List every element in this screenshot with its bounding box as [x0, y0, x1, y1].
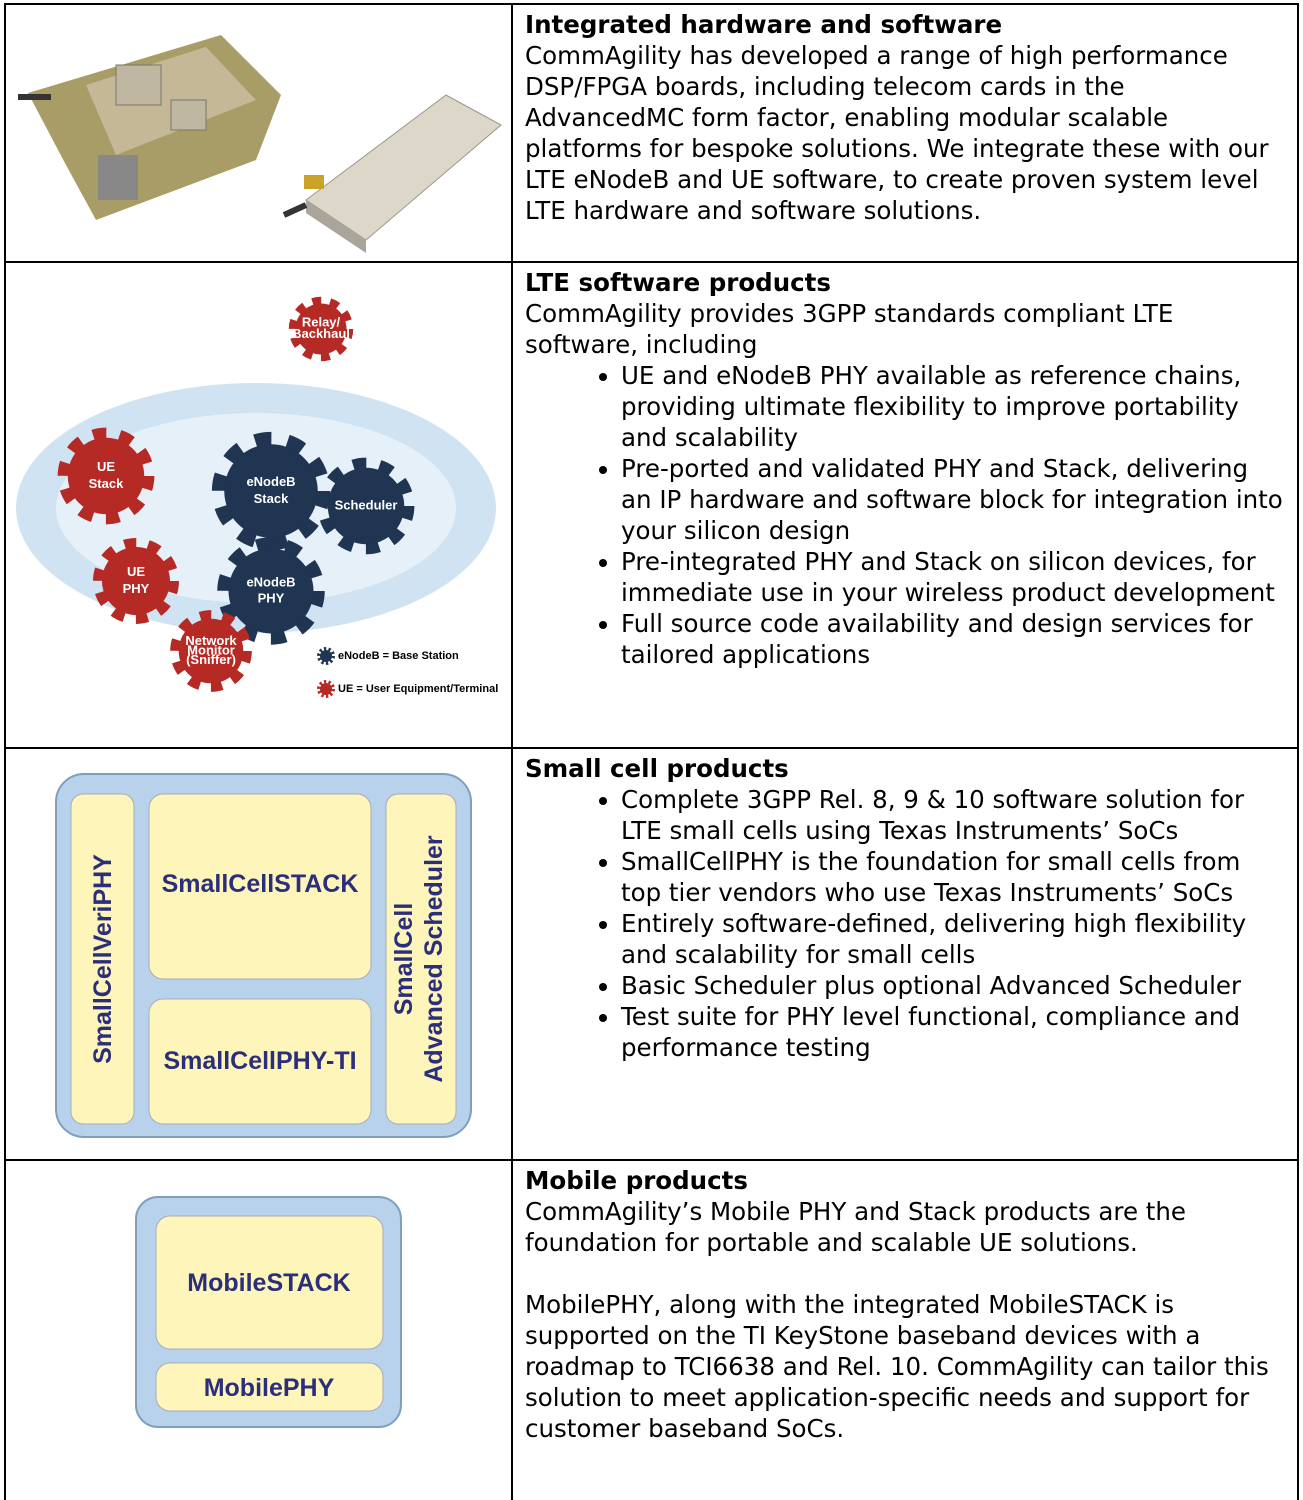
- diagram-label: MobileSTACK: [187, 1269, 350, 1297]
- gear-label: UE: [127, 564, 145, 579]
- legend-gear: [320, 683, 332, 695]
- diagram-label: MobilePHY: [204, 1374, 335, 1402]
- bullet: Complete 3GPP Rel. 8, 9 & 10 software so…: [621, 784, 1285, 846]
- legend-label: UE = User Equipment/Terminal: [338, 683, 498, 695]
- gear-teeth: [93, 538, 179, 624]
- paragraph: CommAgility provides 3GPP standards comp…: [525, 299, 1174, 359]
- gear-label: UE: [97, 459, 115, 474]
- gear-label: PHY: [123, 581, 150, 596]
- legend-label: eNodeB = Base Station: [338, 650, 459, 662]
- image-cell: SmallCellVeriPHY SmallCellSTACK SmallCel…: [4, 747, 513, 1161]
- gear-label: eNodeB: [246, 474, 295, 489]
- paragraph: CommAgility has developed a range of hig…: [525, 41, 1269, 225]
- gear: [102, 547, 170, 615]
- gear-teeth: [170, 610, 252, 692]
- text-cell: Integrated hardware and software CommAgi…: [511, 3, 1299, 263]
- image-cell: [4, 3, 513, 263]
- legend-gear: [320, 650, 332, 662]
- bullet: Entirely software-defined, delivering hi…: [621, 908, 1285, 970]
- boards-image: [18, 35, 502, 253]
- legend-gear-teeth: [317, 647, 335, 665]
- bullet: SmallCellPHY is the foundation for small…: [621, 846, 1285, 908]
- bullet: UE and eNodeB PHY available as reference…: [621, 360, 1285, 453]
- product-table: Integrated hardware and software CommAgi…: [4, 3, 1299, 1500]
- row: Relay/Backhaul UE Stack eNodeB Stack Schedule…: [4, 261, 1299, 749]
- row: Integrated hardware and software CommAgi…: [4, 3, 1299, 263]
- text-cell: LTE software products CommAgility provid…: [511, 261, 1299, 749]
- diagram-label: SmallCellSTACK: [162, 870, 359, 898]
- diagram-label: SmallCell: [390, 903, 418, 1016]
- row: SmallCellVeriPHY SmallCellSTACK SmallCel…: [4, 747, 1299, 1161]
- bullet: Test suite for PHY level functional, com…: [621, 1001, 1285, 1063]
- text-cell: Mobile products CommAgility’s Mobile PHY…: [511, 1159, 1299, 1500]
- paragraph: MobilePHY, along with the integrated Mob…: [525, 1290, 1269, 1443]
- mobile-diagram: MobileSTACK MobilePHY: [135, 1196, 402, 1428]
- section-title: Mobile products: [525, 1166, 748, 1195]
- gear: [67, 437, 145, 515]
- gear: [295, 303, 347, 355]
- bullet: Pre-integrated PHY and Stack on silicon …: [621, 546, 1285, 608]
- gear-label: Stack: [254, 491, 289, 506]
- bullet: Full source code availability and design…: [621, 608, 1285, 670]
- gear: [327, 467, 405, 545]
- small-cell-diagram: SmallCellVeriPHY SmallCellSTACK SmallCel…: [55, 773, 472, 1138]
- bullet-list: Complete 3GPP Rel. 8, 9 & 10 software so…: [525, 784, 1285, 1063]
- bullet-list: UE and eNodeB PHY available as reference…: [525, 360, 1285, 670]
- gear-label: PHY: [258, 590, 285, 605]
- legend-gear-teeth: [317, 680, 335, 698]
- gear: [224, 444, 318, 538]
- diagram-label: SmallCellVeriPHY: [89, 854, 117, 1064]
- gear-teeth: [217, 537, 325, 645]
- gear-label: eNodeB: [246, 575, 295, 590]
- row: MobileSTACK MobilePHY Mobile products Co…: [4, 1159, 1299, 1500]
- gear-label: Stack: [89, 476, 124, 491]
- gear: [228, 548, 314, 634]
- gear-label: Scheduler: [335, 497, 398, 512]
- gear: [178, 618, 244, 684]
- text-cell: Small cell products Complete 3GPP Rel. 8…: [511, 747, 1299, 1161]
- lte-gears-image: Relay/Backhaul UE Stack eNodeB Stack Schedule…: [16, 296, 498, 698]
- bullet: Basic Scheduler plus optional Advanced S…: [621, 970, 1285, 1001]
- gear-label: Monitor: [187, 642, 235, 657]
- bullet: Pre-ported and validated PHY and Stack, …: [621, 453, 1285, 546]
- image-cell: Relay/Backhaul UE Stack eNodeB Stack Schedule…: [4, 261, 513, 749]
- gear-label: Backhaul: [292, 326, 350, 341]
- gear-label: Network: [185, 633, 237, 648]
- section-title: Small cell products: [525, 754, 789, 783]
- section-title: Integrated hardware and software: [525, 10, 1003, 39]
- gear-label: Relay/: [302, 315, 341, 330]
- diagram-label: SmallCellPHY-TI: [163, 1047, 356, 1075]
- section-title: LTE software products: [525, 268, 831, 297]
- gear-teeth: [57, 427, 155, 525]
- paragraph: CommAgility’s Mobile PHY and Stack produ…: [525, 1197, 1187, 1257]
- diagram-label: Advanced Scheduler: [420, 835, 448, 1083]
- gear-teeth: [317, 457, 415, 555]
- gear-teeth: [288, 296, 354, 362]
- image-cell: MobileSTACK MobilePHY: [4, 1159, 513, 1500]
- gear-label: (Sniffer): [186, 652, 236, 667]
